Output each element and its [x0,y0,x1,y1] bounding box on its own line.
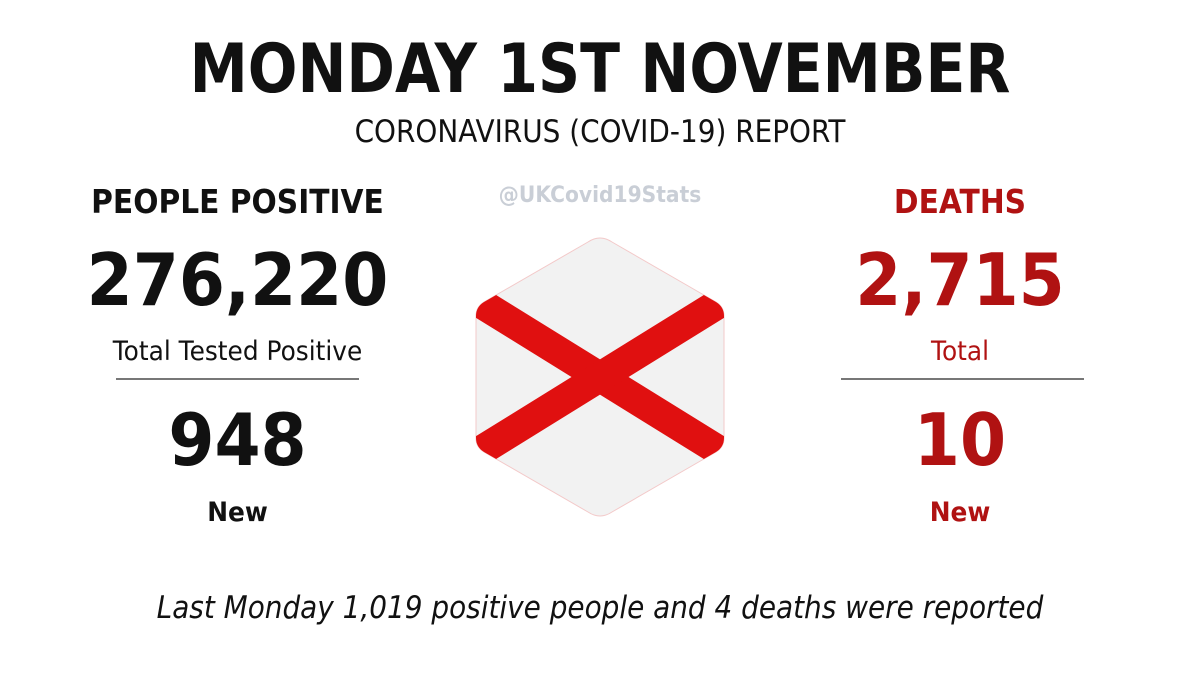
positive-new-label: New [207,497,268,528]
positive-total-label: Total Tested Positive [112,336,363,367]
people-positive-heading: PEOPLE POSITIVE [91,182,384,221]
report-subtitle: CORONAVIRUS (COVID-19) REPORT [354,114,846,150]
positive-total-value: 276,220 [86,238,389,322]
positive-divider [116,378,359,380]
deaths-new-value: 10 [913,398,1007,482]
positive-new-value: 948 [168,398,307,482]
deaths-divider [841,378,1084,380]
deaths-total-value: 2,715 [855,238,1065,322]
report-date-title: MONDAY 1ST NOVEMBER [189,30,1011,109]
saltire-flag-icon [466,232,734,522]
deaths-total-label: Total [930,336,990,367]
comparison-footnote: Last Monday 1,019 positive people and 4 … [156,590,1044,626]
deaths-new-label: New [929,497,991,528]
deaths-heading: DEATHS [893,182,1027,221]
twitter-handle: @UKCovid19Stats [498,183,702,208]
